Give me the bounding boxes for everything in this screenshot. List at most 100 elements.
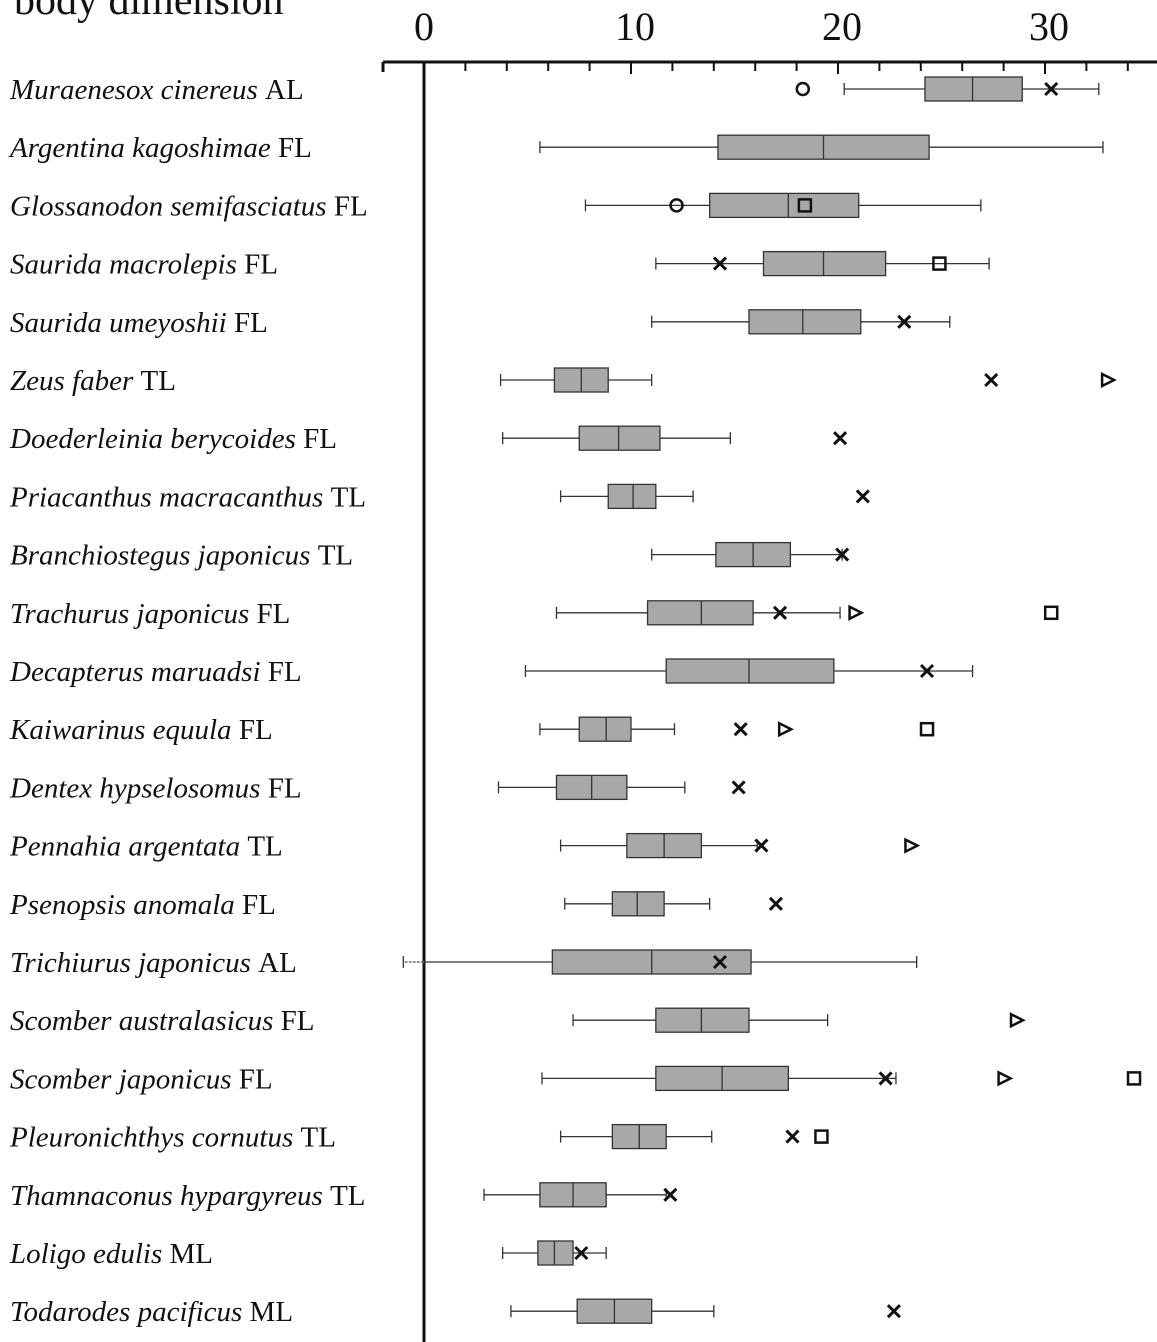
species-row: Argentina kagoshimae FL	[8, 132, 1104, 164]
marker-cross	[733, 722, 748, 737]
measure-unit: TL	[247, 831, 282, 863]
species-row: Scomber japonicus FL	[10, 1063, 1142, 1095]
x-tick-label: 20	[822, 4, 862, 49]
marker-cross	[768, 896, 783, 911]
measure-unit: TL	[331, 481, 366, 513]
species-name: Todarodes pacificus	[10, 1296, 250, 1328]
measure-unit: FL	[244, 249, 278, 281]
species-name: Pleuronichthys cornutus	[9, 1122, 301, 1154]
species-name: Zeus faber	[10, 365, 141, 397]
species-label: Saurida macrolepis FL	[10, 249, 278, 281]
measure-unit: FL	[234, 307, 268, 339]
marker-cross	[1044, 81, 1059, 97]
species-row: Thamnaconus hypargyreus TL	[10, 1180, 678, 1212]
species-name: Priacanthus macracanthus	[9, 481, 331, 513]
measure-unit: FL	[257, 598, 291, 630]
species-name: Decapterus maruadsi	[9, 656, 268, 688]
species-label: Loligo edulis ML	[9, 1238, 213, 1270]
x-tick-label: 30	[1029, 4, 1069, 49]
x-axis: 0 10 20 30	[381, 4, 1157, 1342]
species-row: Zeus faber TL	[10, 365, 1117, 397]
measure-unit: TL	[330, 1180, 365, 1212]
marker-cross	[855, 489, 870, 504]
marker-cross	[835, 547, 850, 562]
species-name: Thamnaconus hypargyreus	[10, 1180, 330, 1212]
species-label: Pleuronichthys cornutus TL	[9, 1122, 336, 1154]
species-label: Branchiostegus japonicus TL	[10, 540, 353, 572]
measure-unit: FL	[268, 656, 302, 688]
species-row: Pleuronichthys cornutus TL	[9, 1122, 829, 1154]
species-name: Trichiurus japonicus	[10, 947, 258, 979]
x-tick-label: 0	[414, 4, 434, 49]
iqr-box	[709, 192, 860, 219]
species-row: Scomber australasicus FL	[10, 1005, 1026, 1037]
species-name: Saurida umeyoshii	[10, 307, 234, 339]
species-label: Priacanthus macracanthus TL	[9, 481, 366, 513]
measure-unit: TL	[318, 540, 353, 572]
iqr-box	[537, 1240, 574, 1266]
measure-unit: ML	[170, 1238, 214, 1270]
iqr-box	[924, 76, 1023, 102]
marker-square	[1043, 605, 1059, 621]
species-label: Thamnaconus hypargyreus TL	[10, 1180, 366, 1212]
chart-title: body dimension	[14, 0, 284, 24]
marker-cross	[663, 1187, 678, 1202]
species-label: Glossanodon semifasciatus FL	[10, 190, 368, 222]
species-label: Saurida umeyoshii FL	[10, 307, 268, 339]
marker-cross	[897, 314, 912, 329]
marker-cross	[878, 1071, 893, 1086]
species-name: Kaiwarinus equula	[9, 714, 239, 746]
species-label: Decapterus maruadsi FL	[9, 656, 302, 688]
species-name: Scomber japonicus	[10, 1063, 239, 1095]
species-row: Doederleinia berycoides FL	[9, 423, 848, 455]
species-row: Decapterus maruadsi FL	[9, 656, 974, 688]
iqr-box	[646, 600, 754, 626]
iqr-box	[762, 250, 887, 277]
species-name: Saurida macrolepis	[10, 249, 244, 281]
marker-triangle	[1100, 371, 1117, 389]
marker-square	[919, 721, 935, 737]
species-name: Glossanodon semifasciatus	[10, 190, 334, 222]
species-label: Psenopsis anomala FL	[9, 889, 276, 921]
species-label: Scomber japonicus FL	[10, 1063, 273, 1095]
marker-circle	[669, 198, 684, 213]
species-row: Todarodes pacificus ML	[10, 1296, 901, 1328]
species-label: Pennahia argentata TL	[9, 831, 283, 863]
iqr-box	[748, 309, 862, 335]
species-label: Scomber australasicus FL	[10, 1005, 315, 1037]
iqr-box	[607, 483, 657, 510]
marker-triangle	[777, 721, 794, 738]
measure-unit: AL	[258, 947, 297, 979]
iqr-box	[655, 1007, 750, 1033]
marker-cross	[712, 256, 728, 271]
measure-unit: FL	[239, 1063, 273, 1095]
marker-square	[814, 1129, 829, 1144]
species-name: Muraenesox cinereus	[9, 74, 265, 106]
marker-cross	[833, 431, 848, 446]
measure-unit: FL	[268, 772, 302, 804]
species-row: Trachurus japonicus FL	[10, 598, 1059, 630]
species-row: Pennahia argentata TL	[9, 831, 921, 863]
species-row: Saurida macrolepis FL	[10, 249, 990, 281]
iqr-box	[611, 891, 665, 917]
marker-triangle	[904, 837, 921, 854]
measure-unit: TL	[141, 365, 176, 397]
species-name: Psenopsis anomala	[9, 889, 242, 921]
marker-cross	[785, 1129, 800, 1144]
species-label: Kaiwarinus equula FL	[9, 714, 273, 746]
measure-unit: ML	[250, 1296, 294, 1328]
species-label: Dentex hypselosomus FL	[9, 772, 302, 804]
species-rows: Muraenesox cinereus AL Argentina kagoshim…	[8, 74, 1142, 1328]
species-name: Scomber australasicus	[10, 1005, 281, 1037]
species-label: Trichiurus japonicus AL	[10, 947, 297, 979]
species-row: Glossanodon semifasciatus FL	[10, 190, 982, 222]
species-row: Muraenesox cinereus AL	[9, 74, 1100, 106]
marker-cross	[731, 780, 746, 795]
marker-cross	[984, 372, 999, 388]
marker-triangle	[997, 1070, 1014, 1087]
measure-unit: AL	[265, 74, 304, 106]
measure-unit: FL	[334, 190, 368, 222]
measure-unit: FL	[303, 423, 337, 455]
species-row: Loligo edulis ML	[9, 1238, 607, 1270]
